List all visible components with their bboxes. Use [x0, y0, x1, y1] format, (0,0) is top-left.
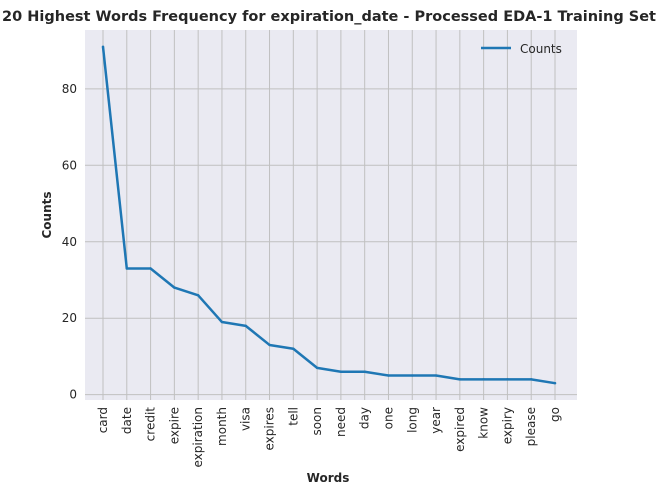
y-axis-ticks: 0 20 40 60 80 — [62, 82, 77, 402]
data-point — [149, 267, 152, 270]
x-tick-label: day — [358, 407, 372, 429]
x-tick-label: please — [524, 407, 538, 446]
x-axis-title: Words — [307, 471, 350, 485]
x-tick-label: year — [429, 407, 443, 434]
y-tick-label: 40 — [62, 235, 77, 249]
data-point — [125, 267, 128, 270]
plot-area — [85, 30, 577, 400]
chart-title: 20 Highest Words Frequency for expiratio… — [2, 9, 656, 25]
series-line-counts — [101, 45, 557, 385]
grid-lines — [85, 30, 577, 400]
legend: Counts — [481, 42, 562, 56]
y-tick-label: 60 — [62, 158, 77, 172]
data-point — [411, 374, 414, 377]
y-tick-label: 0 — [69, 388, 77, 402]
x-tick-label: date — [120, 407, 134, 434]
data-point — [173, 286, 176, 289]
data-point — [506, 378, 509, 381]
x-tick-label: expiration — [191, 407, 205, 468]
x-tick-label: know — [477, 407, 491, 439]
y-tick-label: 80 — [62, 82, 77, 96]
x-tick-label: go — [548, 407, 562, 422]
x-tick-label: expire — [167, 407, 181, 444]
data-point — [434, 374, 438, 377]
data-point — [315, 366, 319, 370]
data-point — [244, 324, 247, 328]
data-point — [363, 370, 366, 373]
data-point — [458, 378, 462, 381]
data-point — [292, 347, 295, 350]
data-point — [387, 374, 390, 377]
x-tick-label: long — [405, 407, 419, 433]
x-tick-label: credit — [144, 407, 158, 442]
x-tick-label: one — [381, 407, 395, 429]
x-tick-label: month — [215, 407, 229, 446]
y-tick-label: 20 — [62, 311, 77, 325]
y-axis-title: Counts — [40, 191, 54, 238]
data-point — [482, 378, 485, 381]
data-point — [196, 294, 200, 297]
data-point — [339, 370, 343, 373]
x-tick-label: expires — [263, 407, 277, 451]
x-tick-label: visa — [239, 407, 253, 431]
data-point — [101, 45, 105, 49]
x-tick-label: expiry — [500, 407, 514, 444]
x-tick-label: need — [334, 407, 348, 437]
x-tick-label: expired — [453, 407, 467, 452]
x-tick-label: soon — [310, 407, 324, 436]
data-point — [553, 381, 557, 385]
data-point — [268, 343, 271, 347]
x-axis-ticks: card date credit expire expiration month visa e… — [96, 407, 562, 468]
x-tick-label: tell — [286, 407, 300, 426]
x-tick-label: card — [96, 407, 110, 433]
legend-label-counts: Counts — [520, 42, 562, 56]
series-layer — [101, 45, 557, 385]
data-point — [220, 320, 224, 324]
data-point — [530, 378, 533, 381]
